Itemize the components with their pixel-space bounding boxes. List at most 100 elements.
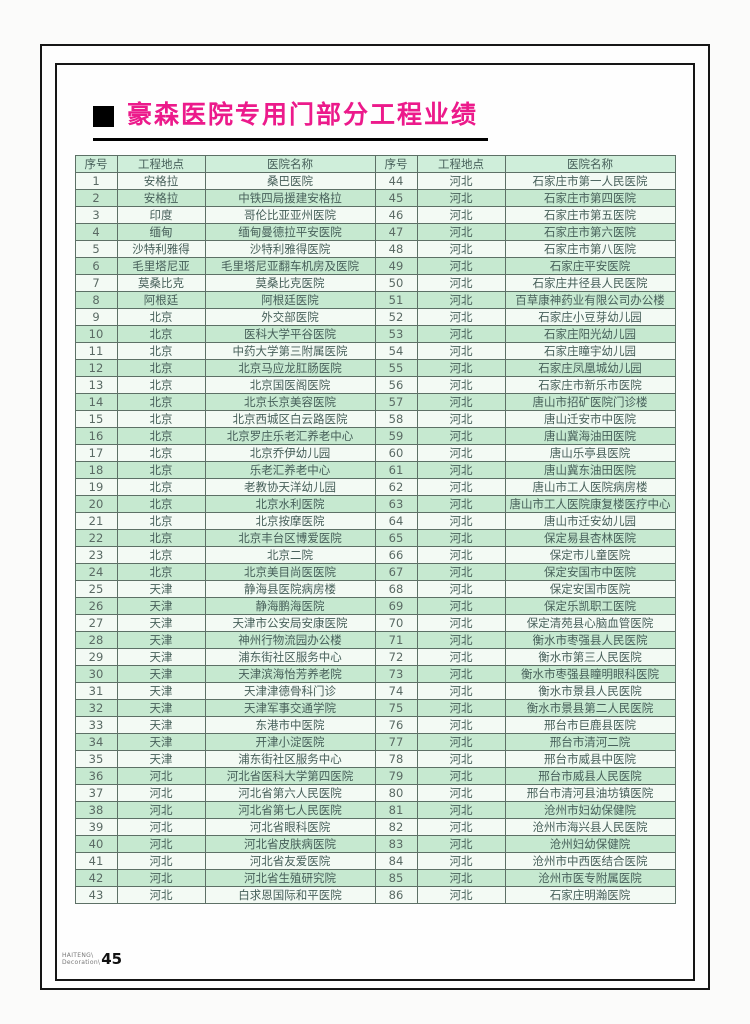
- row-location: 北京: [116, 342, 206, 360]
- row-no: 35: [74, 750, 118, 768]
- row-hospital: 石家庄市新乐市医院: [504, 376, 676, 394]
- row-no: 43: [74, 886, 118, 904]
- row-no: 1: [74, 172, 118, 190]
- row-hospital: 北京罗庄乐老汇养老中心: [204, 427, 376, 445]
- row-hospital: 北京美目尚医医院: [204, 563, 376, 581]
- row-no: 37: [74, 784, 118, 802]
- column-header-no: 序号: [374, 155, 418, 173]
- row-hospital: 中铁四局援建安格拉: [204, 189, 376, 207]
- row-hospital: 河北省医科大学第四医院: [204, 767, 376, 785]
- row-location: 河北: [416, 580, 506, 598]
- column-header-hospital: 医院名称: [204, 155, 376, 173]
- row-no: 62: [374, 478, 418, 496]
- row-hospital: 唐山市工人医院病房楼: [504, 478, 676, 496]
- row-location: 毛里塔尼亚: [116, 257, 206, 275]
- row-location: 安格拉: [116, 172, 206, 190]
- row-no: 10: [74, 325, 118, 343]
- row-no: 84: [374, 852, 418, 870]
- row-hospital: 唐山迁安市中医院: [504, 410, 676, 428]
- row-hospital: 石家庄井径县人民医院: [504, 274, 676, 292]
- table-row: 33 天津 东港市中医院 76 河北 邢台市巨鹿县医院: [74, 716, 676, 734]
- row-location: 河北: [416, 614, 506, 632]
- table-row: 8 阿根廷 阿根廷医院 51 河北 百草康神药业有限公司办公楼: [74, 291, 676, 309]
- table-row: 32 天津 天津军事交通学院 75 河北 衡水市景县第二人民医院: [74, 699, 676, 717]
- row-hospital: 河北省皮肤病医院: [204, 835, 376, 853]
- row-location: 河北: [416, 240, 506, 258]
- table-row: 7 莫桑比克 莫桑比克医院 50 河北 石家庄井径县人民医院: [74, 274, 676, 292]
- table-row: 17 北京 北京乔伊幼儿园 60 河北 唐山乐亭县医院: [74, 444, 676, 462]
- row-no: 75: [374, 699, 418, 717]
- table-row: 12 北京 北京马应龙肛肠医院 55 河北 石家庄凤凰城幼儿园: [74, 359, 676, 377]
- brand-mark: HAITENG\ Decoration\: [62, 952, 100, 966]
- row-hospital: 保定市儿童医院: [504, 546, 676, 564]
- table-row: 5 沙特利雅得 沙特利雅得医院 48 河北 石家庄市第八医院: [74, 240, 676, 258]
- row-no: 68: [374, 580, 418, 598]
- row-hospital: 桑巴医院: [204, 172, 376, 190]
- row-no: 12: [74, 359, 118, 377]
- row-location: 河北: [416, 563, 506, 581]
- row-hospital: 河北省眼科医院: [204, 818, 376, 836]
- row-no: 6: [74, 257, 118, 275]
- row-location: 河北: [416, 393, 506, 411]
- row-no: 7: [74, 274, 118, 292]
- row-location: 北京: [116, 427, 206, 445]
- row-hospital: 沧州市妇幼保健院: [504, 801, 676, 819]
- row-no: 86: [374, 886, 418, 904]
- row-hospital: 衡水市第三人民医院: [504, 648, 676, 666]
- row-location: 河北: [416, 716, 506, 734]
- row-no: 48: [374, 240, 418, 258]
- table-row: 42 河北 河北省生殖研究院 85 河北 沧州市医专附属医院: [74, 869, 676, 887]
- row-hospital: 石家庄凤凰城幼儿园: [504, 359, 676, 377]
- row-location: 河北: [416, 427, 506, 445]
- column-header-hospital: 医院名称: [504, 155, 676, 173]
- row-no: 41: [74, 852, 118, 870]
- page-number: 45: [101, 950, 123, 968]
- table-row: 39 河北 河北省眼科医院 82 河北 沧州市海兴县人民医院: [74, 818, 676, 836]
- row-hospital: 河北省第六人民医院: [204, 784, 376, 802]
- row-no: 67: [374, 563, 418, 581]
- row-hospital: 沙特利雅得医院: [204, 240, 376, 258]
- row-location: 河北: [416, 886, 506, 904]
- row-hospital: 邢台市巨鹿县医院: [504, 716, 676, 734]
- row-location: 河北: [416, 206, 506, 224]
- row-location: 河北: [416, 784, 506, 802]
- row-no: 15: [74, 410, 118, 428]
- row-hospital: 衡水市枣强县瞳明眼科医院: [504, 665, 676, 683]
- row-no: 83: [374, 835, 418, 853]
- row-hospital: 天津津德骨科门诊: [204, 682, 376, 700]
- row-location: 河北: [116, 818, 206, 836]
- row-hospital: 静海县医院病房楼: [204, 580, 376, 598]
- row-no: 45: [374, 189, 418, 207]
- row-location: 北京: [116, 478, 206, 496]
- row-location: 河北: [416, 274, 506, 292]
- row-location: 河北: [416, 308, 506, 326]
- row-hospital: 百草康神药业有限公司办公楼: [504, 291, 676, 309]
- row-hospital: 毛里塔尼亚翻车机房及医院: [204, 257, 376, 275]
- row-no: 49: [374, 257, 418, 275]
- row-no: 21: [74, 512, 118, 530]
- row-hospital: 唐山市迁安幼儿园: [504, 512, 676, 530]
- row-location: 河北: [416, 291, 506, 309]
- row-hospital: 沧州市海兴县人民医院: [504, 818, 676, 836]
- row-no: 33: [74, 716, 118, 734]
- row-location: 河北: [116, 784, 206, 802]
- row-hospital: 莫桑比克医院: [204, 274, 376, 292]
- outer-page-frame: 豪森医院专用门部分工程业绩 序号 工程地点 医院名称 序号 工程地点 医院名称 …: [40, 44, 710, 990]
- row-no: 28: [74, 631, 118, 649]
- row-hospital: 开津小淀医院: [204, 733, 376, 751]
- row-hospital: 河北省第七人民医院: [204, 801, 376, 819]
- row-location: 北京: [116, 393, 206, 411]
- row-hospital: 唐山市招矿医院门诊楼: [504, 393, 676, 411]
- row-location: 河北: [416, 223, 506, 241]
- row-location: 河北: [116, 767, 206, 785]
- row-no: 26: [74, 597, 118, 615]
- table-row: 24 北京 北京美目尚医医院 67 河北 保定安国市中医院: [74, 563, 676, 581]
- row-hospital: 浦东街社区服务中心: [204, 750, 376, 768]
- row-no: 36: [74, 767, 118, 785]
- table-row: 29 天津 浦东街社区服务中心 72 河北 衡水市第三人民医院: [74, 648, 676, 666]
- row-no: 5: [74, 240, 118, 258]
- row-location: 阿根廷: [116, 291, 206, 309]
- row-hospital: 北京西城区白云路医院: [204, 410, 376, 428]
- page-footer: HAITENG\ Decoration\ 45: [62, 950, 123, 968]
- row-location: 北京: [116, 563, 206, 581]
